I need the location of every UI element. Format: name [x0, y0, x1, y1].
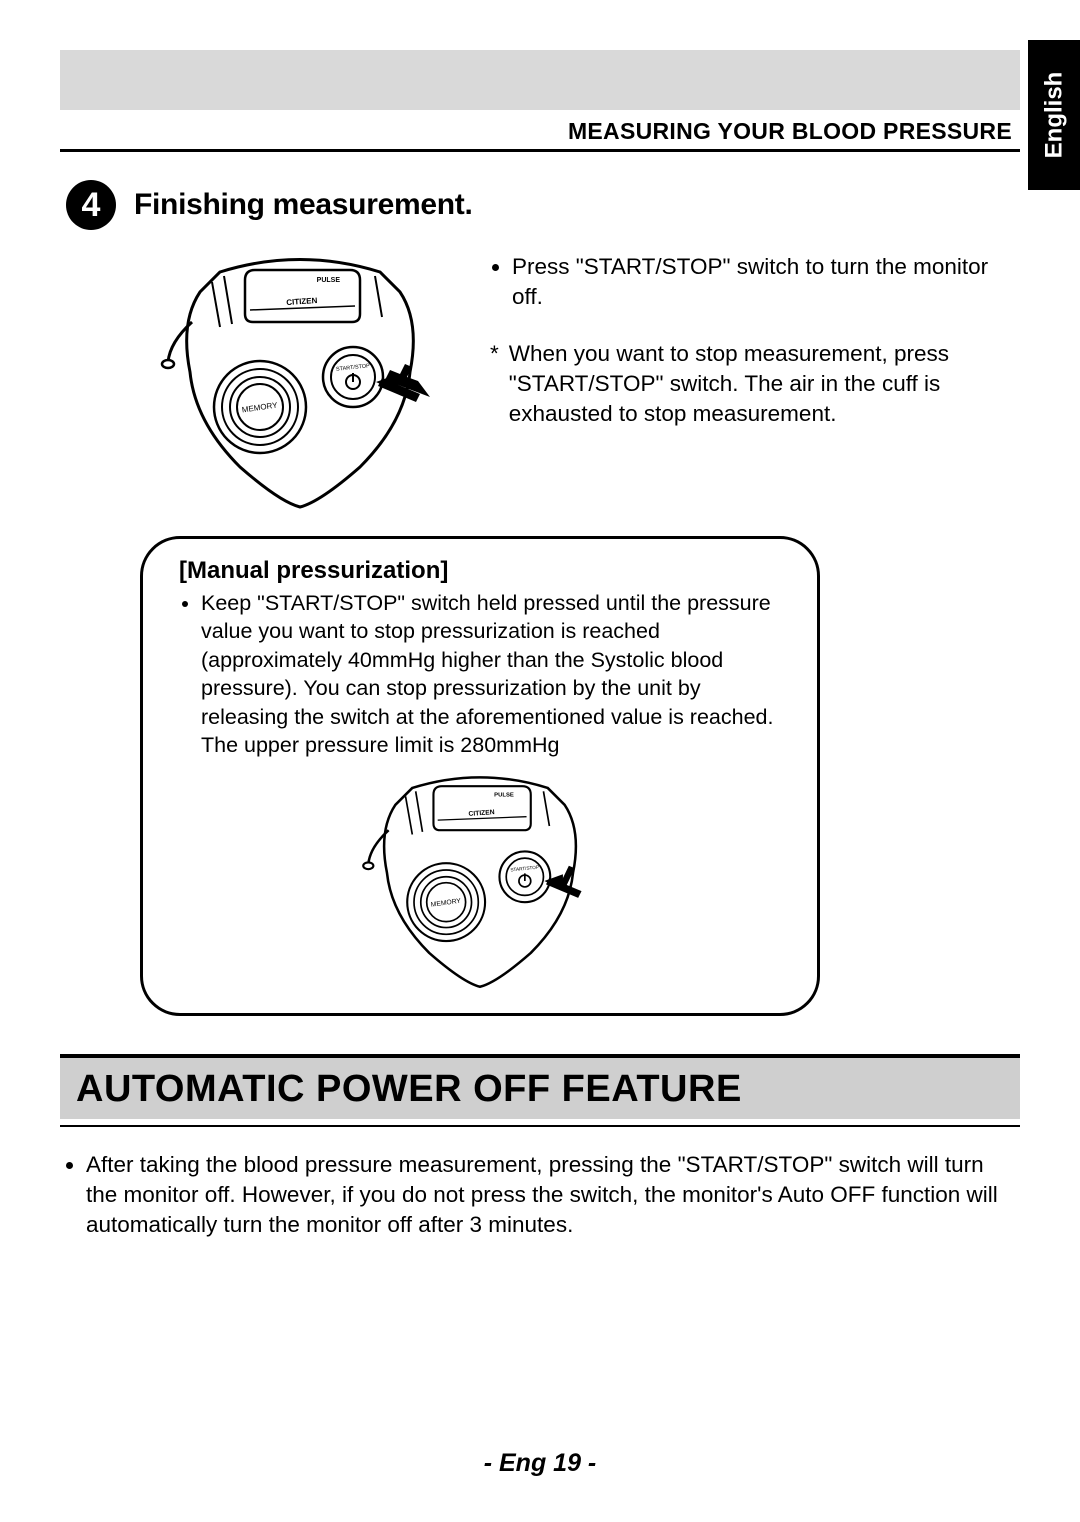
big-heading: AUTOMATIC POWER OFF FEATURE	[76, 1068, 1004, 1111]
manual-pressurization-callout: [Manual pressurization] Keep "START/STOP…	[140, 536, 820, 1016]
divider	[60, 149, 1020, 152]
callout-text: Keep "START/STOP" switch held pressed un…	[201, 591, 773, 729]
step-bullet: Press "START/STOP" switch to turn the mo…	[512, 252, 1020, 311]
section-header: MEASURING YOUR BLOOD PRESSURE	[60, 118, 1020, 145]
device-icon: PULSE CITIZEN MEMORY START/STOP	[150, 252, 450, 512]
auto-off-text: After taking the blood pressure measurem…	[86, 1150, 1016, 1240]
language-tab: English	[1028, 40, 1080, 190]
step-text: Press "START/STOP" switch to turn the mo…	[490, 252, 1020, 512]
note-text: When you want to stop measurement, press…	[509, 339, 1020, 428]
callout-title: [Manual pressurization]	[179, 557, 781, 585]
device-illustration-small: PULSE CITIZEN MEMORY START/STOP	[179, 771, 781, 991]
header-grey-band	[60, 50, 1020, 110]
pulse-label: PULSE	[317, 277, 341, 284]
language-label: English	[1040, 72, 1068, 159]
pulse-label: PULSE	[494, 793, 514, 799]
callout-limit: The upper pressure limit is 280mmHg	[201, 733, 559, 757]
step-number-badge: 4	[66, 180, 116, 230]
note-marker: *	[490, 339, 499, 428]
device-illustration: PULSE CITIZEN MEMORY START/STOP	[140, 252, 460, 512]
step-heading-row: 4 Finishing measurement.	[66, 180, 1020, 230]
step-title: Finishing measurement.	[134, 188, 472, 222]
device-icon: PULSE CITIZEN MEMORY START/STOP	[350, 771, 610, 991]
page-number: - Eng 19 -	[0, 1449, 1080, 1478]
manual-page: English MEASURING YOUR BLOOD PRESSURE 4 …	[0, 0, 1080, 1522]
step-note: * When you want to stop measurement, pre…	[490, 339, 1020, 428]
big-heading-band: AUTOMATIC POWER OFF FEATURE	[60, 1054, 1020, 1121]
step-body: PULSE CITIZEN MEMORY START/STOP	[140, 252, 1020, 512]
auto-off-paragraph: After taking the blood pressure measurem…	[60, 1150, 1020, 1240]
callout-item: Keep "START/STOP" switch held pressed un…	[201, 589, 781, 759]
